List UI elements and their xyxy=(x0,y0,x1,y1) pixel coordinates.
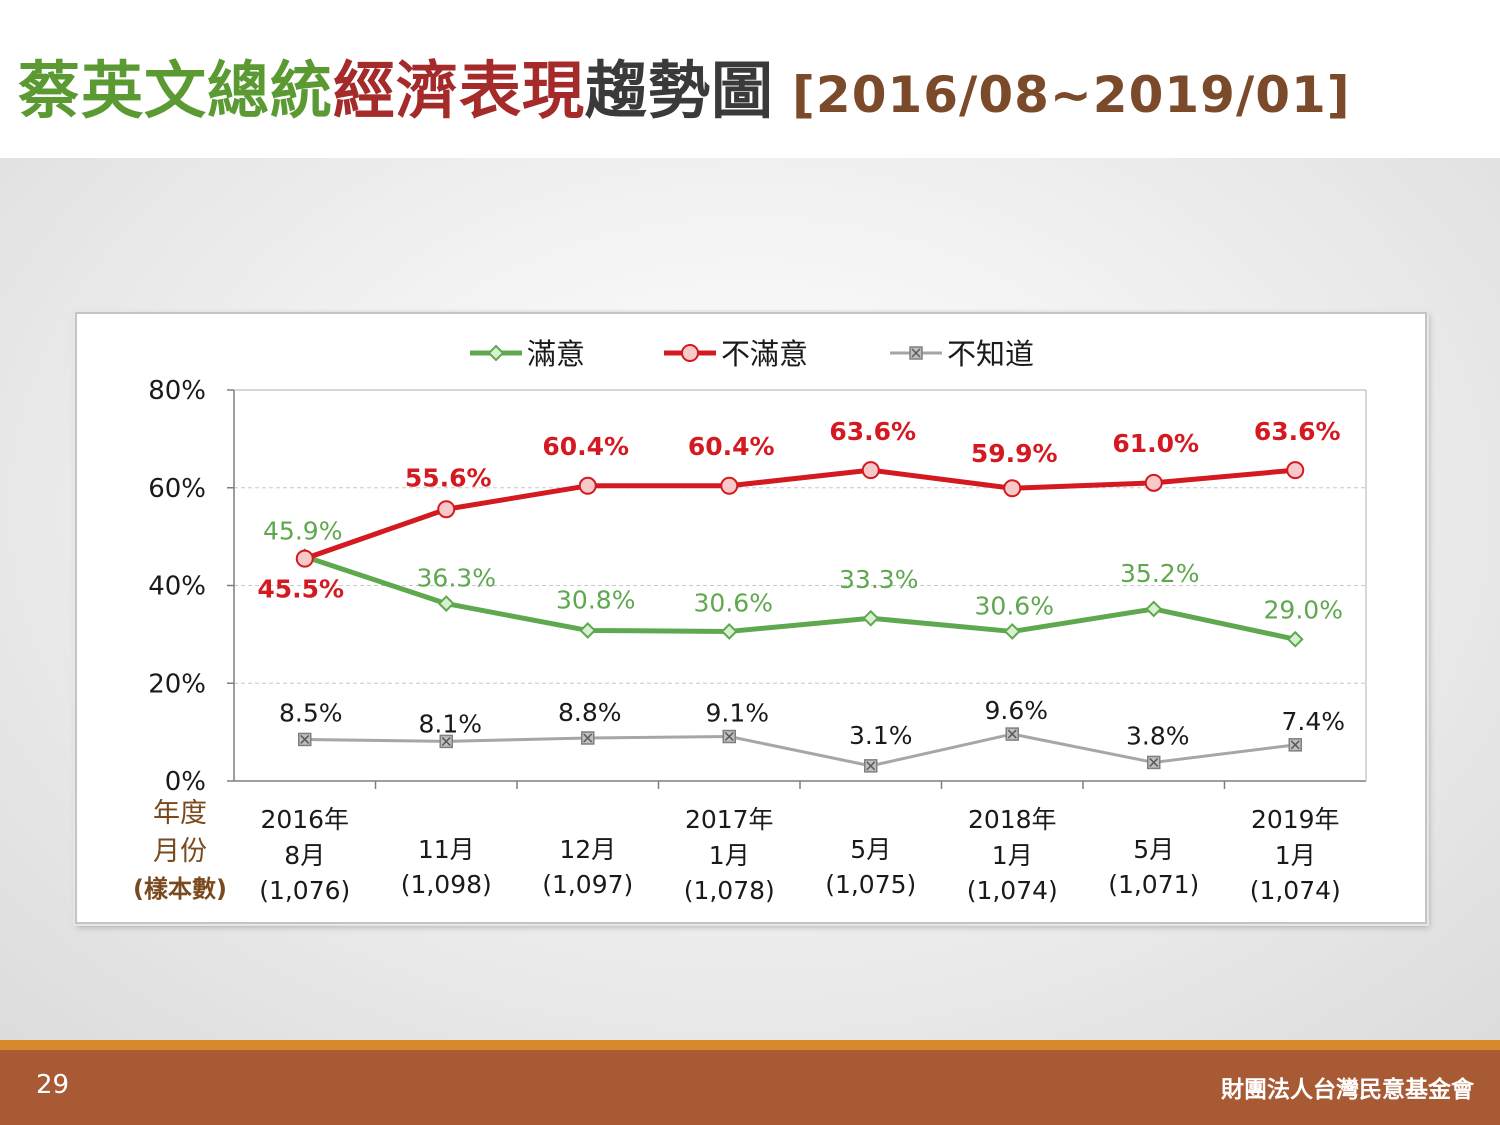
legend-marker-unknown xyxy=(909,346,923,360)
data-point-dissatisfied xyxy=(720,476,739,495)
x-tick-label-year: 2017年 xyxy=(685,805,774,834)
x-tick-label-month: 11月 xyxy=(418,835,475,864)
data-label-satisfied: 30.6% xyxy=(694,588,773,617)
data-point-satisfied xyxy=(862,609,880,627)
x-tick-label-year: 2018年 xyxy=(968,805,1057,834)
plot-area xyxy=(234,390,1366,781)
x-tick-label-month: 1月 xyxy=(709,841,750,870)
data-point-dissatisfied xyxy=(861,461,880,480)
data-label-dissatisfied: 45.5% xyxy=(257,575,344,604)
footer-accent-line xyxy=(0,1040,1500,1050)
legend-marker-satisfied xyxy=(487,344,505,362)
data-point-unknown xyxy=(1005,727,1019,741)
x-tick-label-sample: (1,078) xyxy=(684,876,775,905)
data-label-unknown: 7.4% xyxy=(1281,707,1345,736)
y-tick-label: 20% xyxy=(148,669,206,699)
data-point-satisfied xyxy=(437,595,455,612)
x-tick-label-sample: (1,071) xyxy=(1108,870,1199,899)
data-point-unknown xyxy=(1288,738,1302,752)
data-label-unknown: 9.6% xyxy=(984,696,1048,725)
x-tick-label-sample: (1,074) xyxy=(967,876,1058,905)
data-label-dissatisfied: 60.4% xyxy=(688,432,775,461)
data-point-dissatisfied xyxy=(295,549,314,568)
organization-name: 財團法人台灣民意基金會 xyxy=(1221,1077,1474,1103)
data-label-dissatisfied: 60.4% xyxy=(542,432,629,461)
data-point-satisfied xyxy=(1003,623,1021,640)
title-part-president: 蔡英文總統 xyxy=(18,54,334,127)
data-point-satisfied xyxy=(720,623,738,640)
x-tick-label-year: 2019年 xyxy=(1251,805,1340,834)
data-label-satisfied: 45.9% xyxy=(263,517,342,546)
data-label-unknown: 8.5% xyxy=(279,698,343,727)
y-tick-label: 40% xyxy=(148,572,206,602)
x-tick-label-month: 12月 xyxy=(559,835,616,864)
data-label-satisfied: 29.0% xyxy=(1264,595,1343,624)
x-row-label: 年度 xyxy=(153,798,207,829)
data-label-unknown: 8.8% xyxy=(558,698,622,727)
title-part-trend: 趨勢圖 xyxy=(585,54,775,127)
slide-title: 蔡英文總統經濟表現趨勢圖 [2016/08~2019/01] xyxy=(18,40,1351,130)
y-tick-label: 80% xyxy=(148,376,206,406)
x-tick-label-year: 2016年 xyxy=(260,805,349,834)
data-label-dissatisfied: 63.6% xyxy=(829,417,916,446)
data-point-satisfied xyxy=(1286,630,1304,648)
data-label-unknown: 9.1% xyxy=(705,699,769,728)
legend-label-dissatisfied: 不滿意 xyxy=(721,337,808,371)
title-bar: 蔡英文總統經濟表現趨勢圖 [2016/08~2019/01] xyxy=(0,0,1500,158)
y-tick-label: 0% xyxy=(165,767,206,797)
data-label-satisfied: 36.3% xyxy=(417,564,496,593)
x-tick-label-sample: (1,076) xyxy=(259,876,350,905)
data-point-unknown xyxy=(439,734,453,749)
data-point-dissatisfied xyxy=(1003,479,1022,498)
x-tick-label-month: 1月 xyxy=(1275,841,1316,870)
series-line-unknown xyxy=(304,732,1296,768)
data-point-dissatisfied xyxy=(1286,461,1305,480)
data-point-unknown xyxy=(722,729,736,744)
x-row-label: 月份 xyxy=(153,836,207,867)
series-line-dissatisfied xyxy=(303,467,1296,561)
data-point-unknown xyxy=(864,759,878,773)
legend-marker-dissatisfied xyxy=(681,344,699,362)
data-label-satisfied: 30.6% xyxy=(975,591,1054,620)
data-label-dissatisfied: 63.6% xyxy=(1254,417,1341,446)
x-tick-label-month: 8月 xyxy=(284,841,325,870)
footer-bar xyxy=(0,1050,1500,1125)
x-tick-label-sample: (1,075) xyxy=(825,870,916,899)
series-line-satisfied xyxy=(303,554,1296,642)
data-point-unknown xyxy=(298,732,312,747)
data-point-unknown xyxy=(1147,755,1161,770)
legend-label-satisfied: 滿意 xyxy=(527,337,585,371)
title-date-range: [2016/08~2019/01] xyxy=(792,66,1351,124)
data-point-unknown xyxy=(581,731,595,745)
data-label-satisfied: 35.2% xyxy=(1120,559,1199,588)
data-label-dissatisfied: 61.0% xyxy=(1112,429,1199,458)
x-tick-label-sample: (1,074) xyxy=(1250,876,1341,905)
data-label-dissatisfied: 55.6% xyxy=(405,463,492,492)
data-label-satisfied: 30.8% xyxy=(556,585,635,614)
data-point-dissatisfied xyxy=(1144,473,1163,492)
data-label-unknown: 3.1% xyxy=(849,721,913,750)
data-label-unknown: 8.1% xyxy=(418,709,482,738)
x-tick-label-month: 1月 xyxy=(992,841,1033,870)
page-number: 29 xyxy=(36,1070,70,1100)
data-label-satisfied: 33.3% xyxy=(839,565,918,594)
y-tick-label: 60% xyxy=(148,474,206,504)
data-label-dissatisfied: 59.9% xyxy=(971,439,1058,468)
title-part-economy: 經濟表現 xyxy=(333,54,586,127)
data-point-satisfied xyxy=(1145,600,1163,618)
x-tick-label-sample: (1,097) xyxy=(542,870,633,899)
data-point-satisfied xyxy=(579,622,597,639)
x-tick-label-sample: (1,098) xyxy=(401,870,492,899)
x-row-label: (樣本數) xyxy=(133,875,227,903)
data-point-dissatisfied xyxy=(437,500,456,519)
data-point-dissatisfied xyxy=(578,476,597,495)
legend-label-unknown: 不知道 xyxy=(947,337,1034,371)
data-label-unknown: 3.8% xyxy=(1126,721,1190,750)
x-tick-label-month: 5月 xyxy=(1133,835,1174,864)
x-tick-label-month: 5月 xyxy=(850,835,891,864)
